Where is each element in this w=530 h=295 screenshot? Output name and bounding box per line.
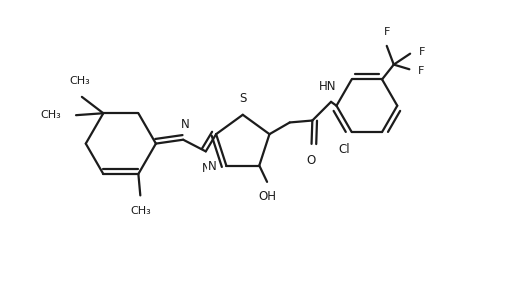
- Text: N: N: [202, 162, 211, 175]
- Text: CH₃: CH₃: [69, 76, 90, 86]
- Text: F: F: [384, 27, 390, 37]
- Text: S: S: [239, 92, 246, 105]
- Text: Cl: Cl: [339, 143, 350, 156]
- Text: O: O: [306, 154, 315, 167]
- Text: OH: OH: [258, 191, 276, 204]
- Text: HN: HN: [319, 80, 336, 93]
- Text: CH₃: CH₃: [40, 110, 61, 120]
- Text: N: N: [208, 160, 217, 173]
- Text: N: N: [181, 118, 190, 131]
- Text: CH₃: CH₃: [130, 206, 151, 216]
- Text: F: F: [419, 47, 425, 57]
- Text: F: F: [418, 66, 425, 76]
